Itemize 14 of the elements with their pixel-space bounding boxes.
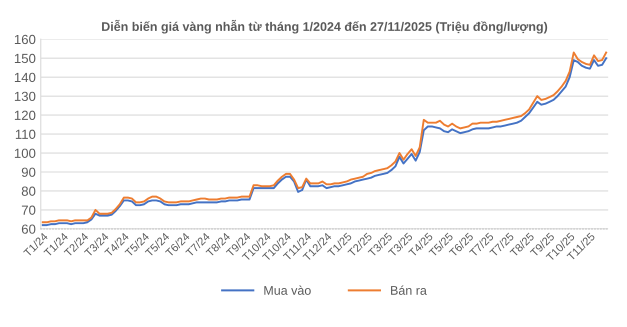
legend-label: Bán ra (391, 286, 427, 295)
y-tick-label: 80 (22, 186, 36, 196)
y-tick-label: 130 (14, 92, 36, 102)
y-tick-label: 160 (14, 34, 36, 44)
y-tick-label: 60 (22, 224, 36, 234)
y-tick-label: 90 (22, 168, 36, 177)
y-tick-label: 150 (14, 54, 36, 64)
y-tick-label: 110 (16, 130, 36, 139)
y-tick-label: 100 (14, 148, 36, 158)
legend-label: Mua vào (264, 286, 311, 295)
y-tick-label: 140 (14, 72, 36, 82)
chart-title: Diễn biến giá vàng nhẫn từ tháng 1/2024 đến 27/11/2025 (Triệu đồng/lượng) (102, 20, 548, 34)
y-tick-label: 70 (22, 206, 36, 215)
y-tick-label: 120 (14, 110, 36, 120)
